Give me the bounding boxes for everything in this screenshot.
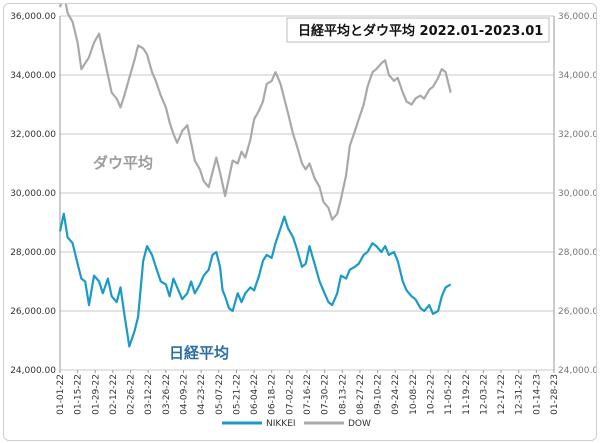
x-tick-label: 02-12-22 [109,374,119,415]
y-tick-label-left: 36,000.00 [10,12,56,22]
grid-lines [59,15,555,371]
title-box [286,17,550,43]
nikkei-annotation-box [164,339,244,365]
x-tick-label: 01-01-22 [56,374,66,415]
y-tick-label-left: 34,000.00 [10,71,56,81]
chart-title: 日経平均とダウ平均 2022.01-2023.01 [298,23,543,39]
dow-annotation: ダウ平均 [93,154,153,172]
x-tick-label: 12-31-22 [515,374,525,415]
x-tick-label: 09-10-22 [374,374,384,415]
y-tick-label-right: 30,000.00 [558,189,596,199]
y-tick-label-right: 24,000.00 [558,366,596,376]
x-tick-label: 10-22-22 [427,374,437,415]
line-chart: 24,000.00 26,000.00 28,000.00 30,000.00 32,0… [10,4,596,429]
x-tick-label: 06-18-22 [268,374,278,415]
x-tick-label: 05-07-22 [215,374,225,415]
y-axis-right: 24,000.00 26,000.00 28,000.00 30,000.00 32,0… [558,12,596,376]
y-tick-label-right: 34,000.00 [558,71,596,81]
x-tick-label: 12-03-22 [479,374,489,415]
x-tick-label: 12-17-22 [497,374,507,415]
y-tick-label-left: 30,000.00 [10,189,56,199]
x-tick-label: 01-29-22 [91,374,101,415]
x-tick-label: 01-28-23 [550,374,560,415]
nikkei-series-line [58,212,452,348]
dow-annotation-box [88,149,158,175]
dow-series-line [58,4,452,221]
y-tick-label-left: 26,000.00 [10,307,56,317]
x-tick-label: 02-26-22 [127,374,137,415]
x-tick-label: 08-13-22 [338,374,348,415]
x-tick-label: 10-08-22 [409,374,419,415]
x-tick-label: 01-14-23 [532,374,542,415]
y-tick-label-right: 36,000.00 [558,12,596,22]
legend-nikkei-label: NIKKEI [266,419,296,429]
y-tick-label-right: 26,000.00 [558,307,596,317]
x-tick-label: 11-05-22 [444,374,454,415]
y-tick-label-left: 28,000.00 [10,248,56,258]
x-tick-label: 07-02-22 [285,374,295,415]
y-tick-label-right: 28,000.00 [558,248,596,258]
x-tick-label: 06-04-22 [250,374,260,415]
chart-frame: 24,000.00 26,000.00 28,000.00 30,000.00 32,0… [3,3,597,441]
y-tick-label-left: 24,000.00 [10,366,56,376]
legend: NIKKEI DOW [222,419,371,429]
x-tick-label: 01-15-22 [74,374,84,415]
x-tick-label: 05-21-22 [232,374,242,415]
y-tick-label-right: 32,000.00 [558,130,596,140]
nikkei-annotation: 日経平均 [169,344,229,362]
x-axis: 01-01-22 01-15-22 01-29-22 02-12-22 02-26-22… [56,370,560,415]
legend-dow-label: DOW [348,419,371,429]
x-tick-label: 07-16-22 [303,374,313,415]
x-tick-label: 04-23-22 [197,374,207,415]
x-tick-label: 08-27-22 [356,374,366,415]
y-tick-label-left: 32,000.00 [10,130,56,140]
x-tick-label: 03-12-22 [144,374,154,415]
x-tick-label: 03-26-22 [162,374,172,415]
x-tick-label: 11-19-22 [462,374,472,415]
y-axis-left: 24,000.00 26,000.00 28,000.00 30,000.00 32,0… [10,12,56,376]
x-tick-label: 04-09-22 [180,374,190,415]
series-lines [58,4,452,348]
x-tick-label: 09-24-22 [391,374,401,415]
x-tick-label: 07-30-22 [321,374,331,415]
